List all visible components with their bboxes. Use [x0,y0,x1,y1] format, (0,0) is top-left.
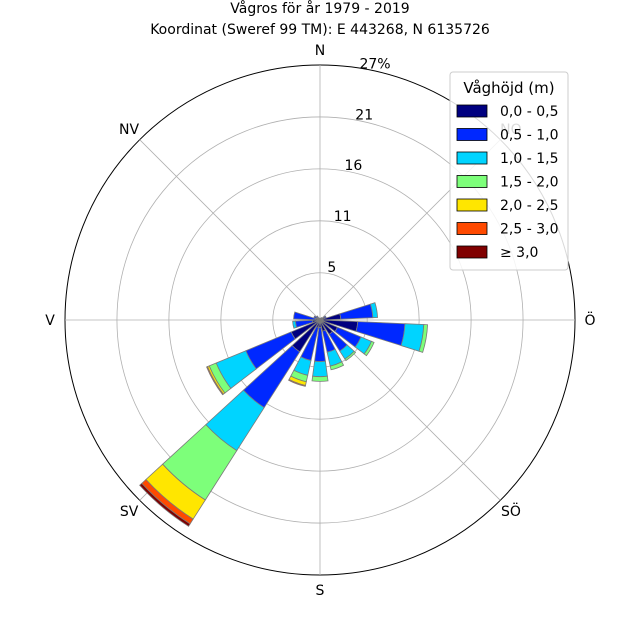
legend-label: 0,0 - 0,5 [500,104,558,120]
direction-label: SÖ [501,502,521,520]
direction-label: NV [119,122,139,138]
legend-title: Våghöjd (m) [463,79,554,97]
bar-segment [318,317,321,321]
bar-segment [339,303,374,320]
legend-swatch [456,222,488,235]
direction-label: S [316,583,325,599]
bar-segment [363,340,375,357]
legend-swatch [456,245,488,259]
wave-bars [139,302,428,527]
ring-labels: 5 11 16 21 27% [327,57,390,276]
bar-segment [288,378,306,387]
bar-segment [323,315,327,319]
bar-segment [293,311,316,321]
bar-segment [312,360,328,378]
ring-label: 21 [355,107,373,123]
legend-swatch [456,175,488,188]
legend: Våghöjd (m) 0,0 - 0,5 0,5 - 1,0 1,0 - 1,5 1… [449,71,569,271]
legend-swatch [456,104,488,118]
bar-segment [206,366,224,396]
legend-label: 1,0 - 1,5 [500,151,558,167]
ring-label: 5 [327,260,336,276]
ring-label: 11 [334,209,352,225]
grid-spoke [139,139,321,321]
legend-label: 2,0 - 2,5 [500,198,558,214]
direction-label: SV [120,504,139,520]
direction-label: Ö [584,311,595,329]
legend-label: 1,5 - 2,0 [500,175,558,191]
legend-label: 0,5 - 1,0 [500,128,558,144]
legend-label: 2,5 - 3,0 [500,222,558,238]
legend-frame [449,71,569,271]
bar-segment [311,375,329,382]
direction-label: N [315,43,325,59]
legend-swatch [456,151,488,165]
bar-segment [344,350,357,362]
legend-swatch [456,128,488,141]
legend-entries: 0,0 - 0,5 0,5 - 1,0 1,0 - 1,5 1,5 - 2,0 2,0 … [456,104,558,261]
direction-label: V [45,313,55,329]
legend-swatch [456,198,488,212]
bar-segment [139,482,191,527]
chart-subtitle: Koordinat (Sweref 99 TM): E 443268, N 61… [150,22,490,38]
bar-segment [329,361,345,371]
bar-segment [418,324,428,353]
chart-title: Vågros för år 1979 - 2019 [230,0,409,17]
ring-label: 27% [359,57,390,73]
bar-segment [369,302,378,319]
legend-label: ≥ 3,0 [500,245,538,261]
ring-label: 16 [345,158,363,174]
bar-segment [292,320,298,329]
